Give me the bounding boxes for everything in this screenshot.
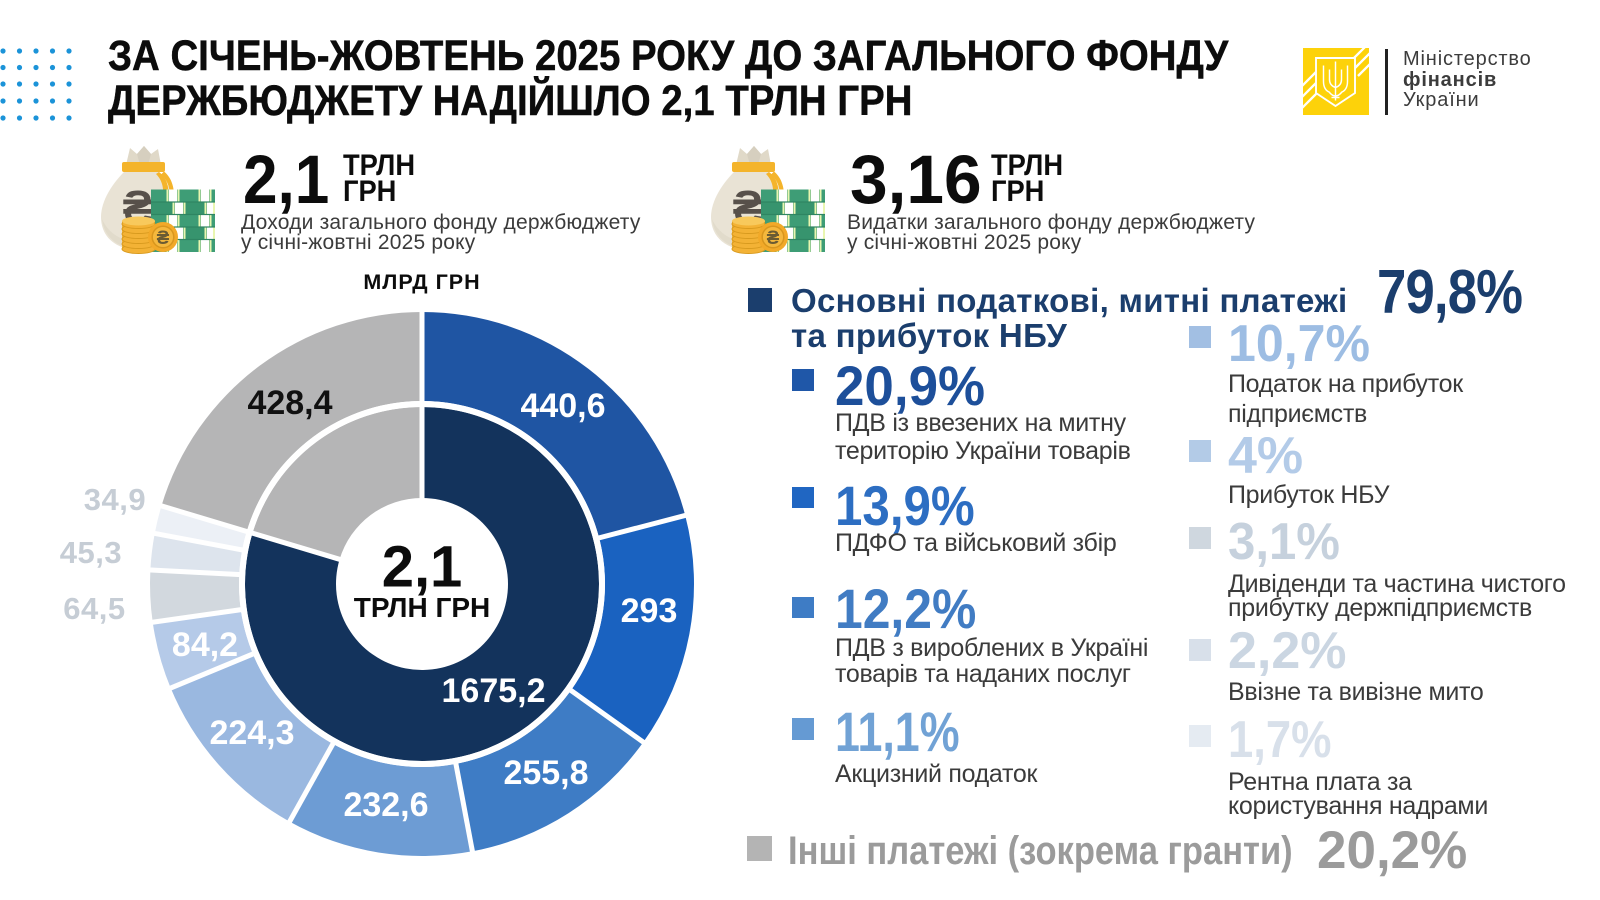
svg-text:440,6: 440,6: [520, 387, 605, 425]
svg-text:428,4: 428,4: [247, 384, 332, 422]
svg-text:1675,2: 1675,2: [442, 672, 546, 710]
svg-text:293: 293: [621, 592, 678, 630]
svg-text:84,2: 84,2: [172, 626, 238, 664]
svg-text:255,8: 255,8: [503, 754, 588, 792]
svg-text:232,6: 232,6: [343, 786, 428, 824]
svg-text:ТРЛН ГРН: ТРЛН ГРН: [354, 592, 490, 623]
svg-text:224,3: 224,3: [209, 714, 294, 752]
svg-text:2,1: 2,1: [382, 534, 463, 599]
